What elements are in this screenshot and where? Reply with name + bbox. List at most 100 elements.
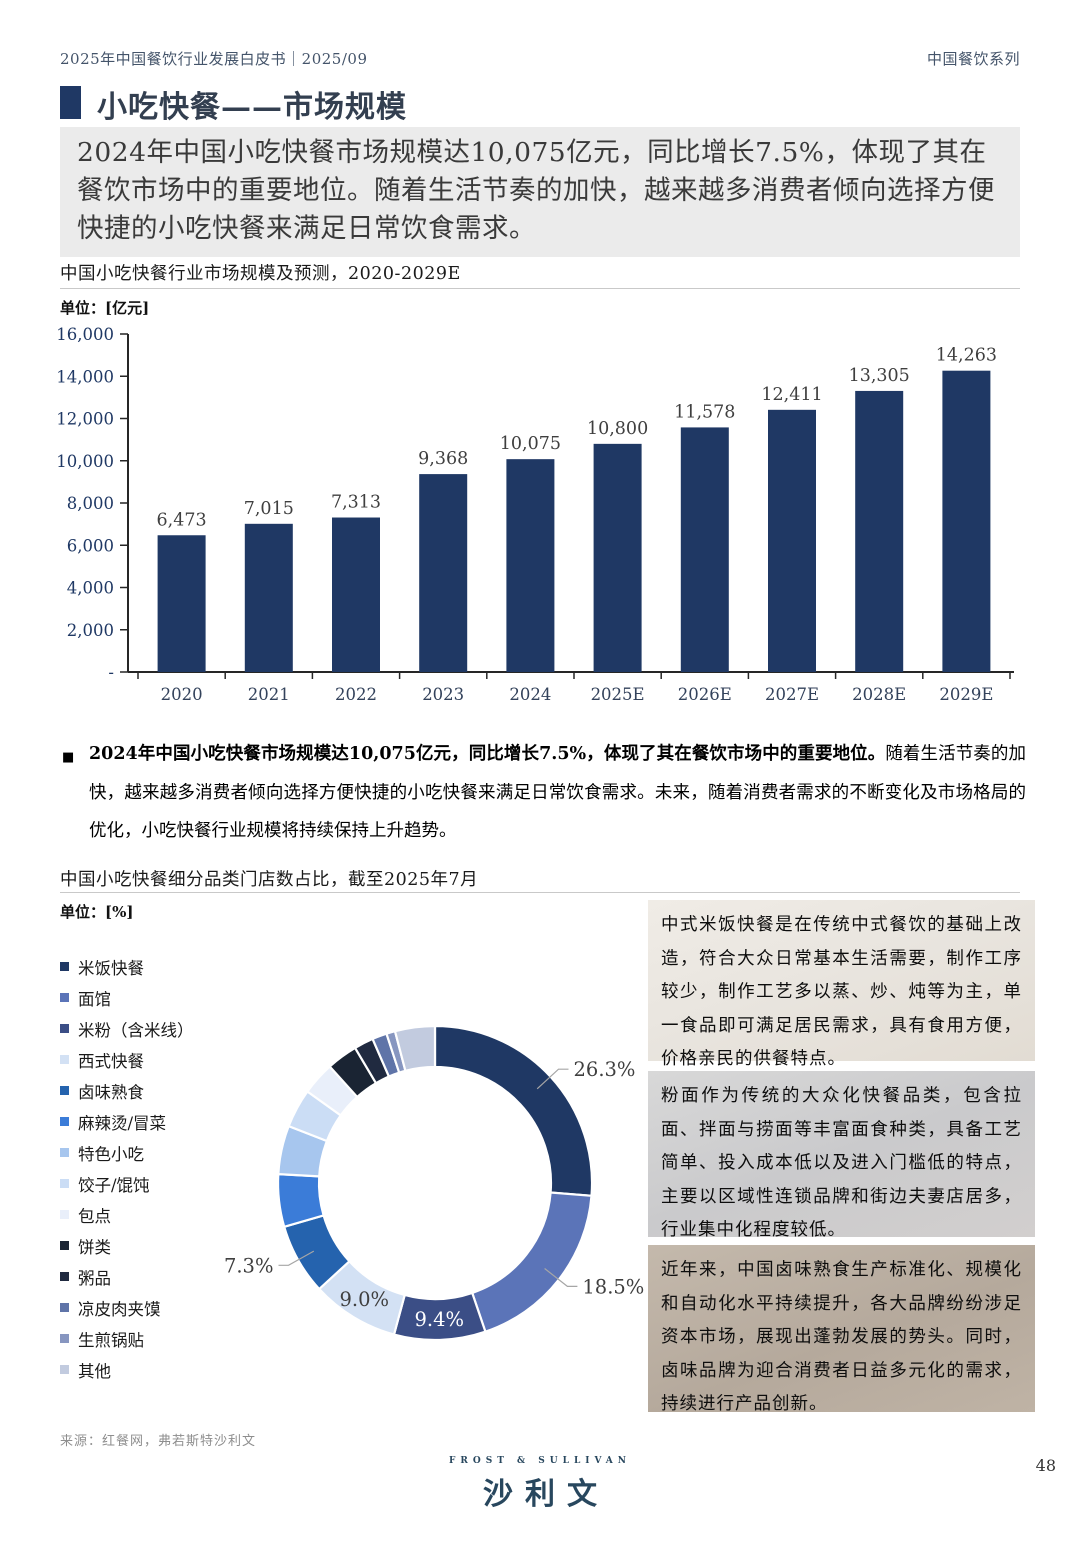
svg-text:6,000: 6,000	[67, 536, 114, 555]
svg-text:10,800: 10,800	[587, 419, 648, 439]
svg-text:18.5%: 18.5%	[582, 1275, 644, 1298]
donut-chart: 26.3% 18.5% 9.4% 9.0% 7.3%	[224, 1024, 644, 1342]
header-series: 中国餐饮系列	[926, 50, 1020, 68]
legend-color-swatch	[60, 1241, 69, 1250]
legend-label: 麻辣烫/冒菜	[78, 1113, 167, 1133]
svg-text:2026E: 2026E	[678, 685, 732, 704]
legend-item: 麻辣烫/冒菜	[60, 1106, 250, 1137]
legend-label: 特色小吃	[78, 1144, 144, 1164]
legend-label: 饺子/馄饨	[78, 1175, 150, 1195]
svg-text:8,000: 8,000	[67, 494, 114, 513]
legend-color-swatch	[60, 993, 69, 1002]
svg-text:2029E: 2029E	[939, 685, 993, 704]
donut-segment	[393, 1024, 437, 1073]
page-number: 48	[1035, 1456, 1056, 1475]
bullet-square-icon: ■	[62, 750, 75, 765]
svg-text:-: -	[108, 663, 114, 682]
legend-item: 西式快餐	[60, 1044, 250, 1075]
svg-text:11,578: 11,578	[674, 402, 735, 422]
legend-item: 其他	[60, 1354, 250, 1385]
legend-label: 面馆	[78, 989, 111, 1009]
legend-item: 特色小吃	[60, 1137, 250, 1168]
bar-2021	[244, 523, 293, 672]
svg-text:13,305: 13,305	[849, 366, 910, 386]
bar-2026E	[680, 427, 729, 672]
legend-label: 其他	[78, 1361, 111, 1381]
legend-item: 生煎锅贴	[60, 1323, 250, 1354]
bar-2023	[419, 474, 468, 672]
summary-callout: 2024年中国小吃快餐市场规模达10,075亿元，同比增长7.5%，体现了其在餐…	[60, 127, 1020, 257]
svg-text:9,368: 9,368	[418, 449, 468, 469]
svg-text:9.4%: 9.4%	[415, 1308, 465, 1331]
donut-chart-title: 中国小吃快餐细分品类门店数占比，截至2025年7月	[60, 870, 479, 890]
svg-text:2022: 2022	[335, 685, 377, 704]
svg-text:9.0%: 9.0%	[340, 1288, 390, 1311]
legend-color-swatch	[60, 1272, 69, 1281]
legend-color-swatch	[60, 1365, 69, 1374]
bar-2027E	[768, 409, 816, 672]
title-accent-square	[60, 86, 81, 119]
donut-chart-unit: 单位：[%]	[60, 903, 134, 921]
legend-color-swatch	[60, 1086, 69, 1095]
legend-color-swatch	[60, 1055, 69, 1064]
source-note: 来源：红餐网，弗若斯特沙利文	[60, 1434, 257, 1449]
bar-2022	[332, 517, 380, 672]
bar-chart-title: 中国小吃快餐行业市场规模及预测，2020-2029E	[60, 264, 461, 284]
legend-label: 粥品	[78, 1268, 111, 1288]
svg-text:2028E: 2028E	[852, 685, 906, 704]
legend-color-swatch	[60, 1210, 69, 1219]
bar-chart-unit: 单位：[亿元]	[60, 299, 150, 317]
donut-legend: 米饭快餐面馆米粉（含米线） 西式快餐卤味熟食麻辣烫/冒菜 特色小吃饺子/馄饨包点饼类…	[60, 951, 250, 1385]
legend-label: 凉皮肉夹馍	[78, 1299, 161, 1319]
bar-2028E	[855, 390, 904, 672]
logo-english-text: FROST & SULLIVAN	[448, 1456, 631, 1466]
legend-item: 包点	[60, 1199, 250, 1230]
svg-text:2020: 2020	[161, 685, 203, 704]
legend-color-swatch	[60, 1117, 69, 1126]
legend-item: 凉皮肉夹馍	[60, 1292, 250, 1323]
info-box-noodles: 粉面作为传统的大众化快餐品类，包含拉面、拌面与捞面等丰富面食种类，具备工艺简单、…	[648, 1071, 1035, 1240]
page-title: 小吃快餐——市场规模	[97, 90, 407, 125]
svg-text:6,473: 6,473	[157, 510, 207, 530]
svg-text:4,000: 4,000	[67, 579, 114, 598]
legend-color-swatch	[60, 1179, 69, 1188]
divider	[60, 892, 1020, 893]
legend-item: 饼类	[60, 1230, 250, 1261]
bar-2029E	[942, 370, 991, 672]
svg-text:2021: 2021	[248, 685, 290, 704]
legend-item: 米粉（含米线）	[60, 1013, 250, 1044]
legend-item: 面馆	[60, 982, 250, 1013]
legend-label: 米粉（含米线）	[78, 1020, 194, 1040]
svg-text:7,313: 7,313	[331, 493, 381, 513]
bar-2020	[157, 535, 206, 672]
svg-text:10,000: 10,000	[56, 452, 114, 471]
legend-color-swatch	[60, 1024, 69, 1033]
legend-item: 饺子/馄饨	[60, 1168, 250, 1199]
svg-text:2025E: 2025E	[591, 685, 645, 704]
svg-text:2024: 2024	[509, 685, 551, 704]
donut-segment	[433, 1024, 594, 1197]
bar-2025E	[593, 443, 642, 672]
svg-text:12,411: 12,411	[761, 385, 822, 405]
legend-item: 粥品	[60, 1261, 250, 1292]
legend-label: 生煎锅贴	[78, 1330, 144, 1350]
svg-text:12,000: 12,000	[56, 410, 114, 429]
svg-text:14,000: 14,000	[56, 367, 114, 386]
header-doc-title: 2025年中国餐饮行业发展白皮书｜2025/09	[60, 50, 368, 68]
donut-segment	[470, 1191, 593, 1334]
legend-label: 米饭快餐	[78, 958, 144, 978]
svg-text:10,075: 10,075	[500, 434, 561, 454]
legend-label: 西式快餐	[78, 1051, 144, 1071]
svg-text:2,000: 2,000	[67, 621, 114, 640]
svg-text:16,000: 16,000	[56, 325, 114, 344]
legend-label: 卤味熟食	[78, 1082, 144, 1102]
legend-color-swatch	[60, 962, 69, 971]
legend-label: 包点	[78, 1206, 111, 1226]
divider	[60, 288, 1020, 289]
svg-text:2023: 2023	[422, 685, 464, 704]
legend-color-swatch	[60, 1303, 69, 1312]
logo-chinese-text: 沙利文	[483, 1477, 609, 1512]
legend-item: 米饭快餐	[60, 951, 250, 982]
legend-item: 卤味熟食	[60, 1075, 250, 1106]
